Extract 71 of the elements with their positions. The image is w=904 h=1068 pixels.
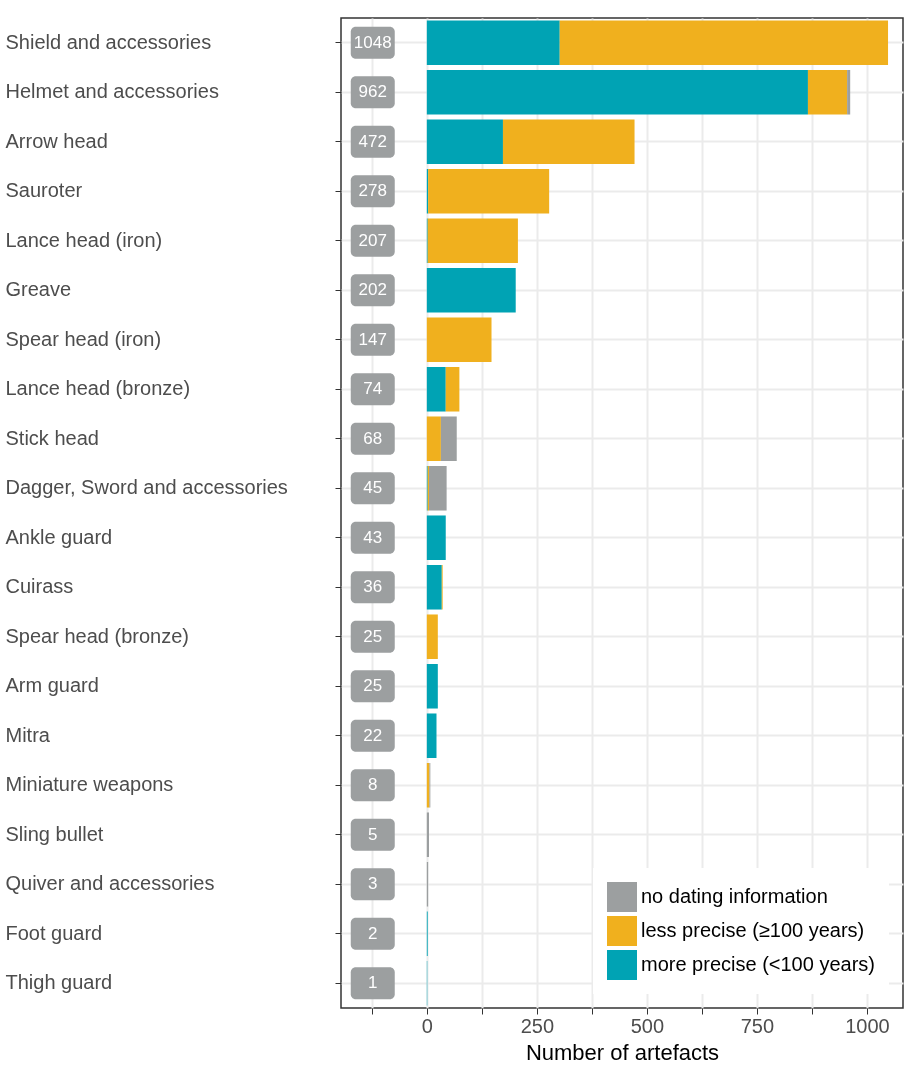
x-axis-title: Number of artefacts bbox=[525, 1039, 720, 1065]
x-tick-label: 250 bbox=[520, 1014, 555, 1037]
y-tick-label: Foot guard bbox=[5, 921, 103, 944]
x-tick-label: 750 bbox=[740, 1014, 775, 1037]
bar bbox=[807, 69, 848, 115]
total-label: 25 bbox=[363, 626, 383, 646]
total-label: 147 bbox=[358, 329, 387, 349]
bar bbox=[426, 366, 446, 412]
total-label: 25 bbox=[363, 676, 383, 696]
y-tick-label: Spear head (iron) bbox=[5, 327, 162, 350]
bar bbox=[426, 69, 808, 115]
bar bbox=[428, 168, 550, 214]
total-label: 472 bbox=[358, 131, 387, 151]
total-label: 1 bbox=[368, 973, 378, 993]
total-label: 278 bbox=[358, 181, 387, 201]
y-tick-label: Sling bullet bbox=[5, 822, 104, 845]
total-label: 1048 bbox=[353, 32, 392, 52]
y-tick-label: Miniature weapons bbox=[5, 773, 174, 796]
y-tick-label: Lance head (iron) bbox=[5, 228, 163, 251]
bar bbox=[426, 119, 503, 165]
x-tick-label: 1000 bbox=[845, 1014, 890, 1037]
bar bbox=[429, 465, 447, 511]
legend-label: less precise (≥100 years) bbox=[641, 919, 865, 941]
total-label: 22 bbox=[363, 725, 383, 745]
bar bbox=[847, 69, 851, 115]
bar bbox=[426, 317, 492, 363]
y-tick-label: Quiver and accessories bbox=[5, 872, 215, 895]
bar bbox=[426, 663, 438, 709]
y-tick-label: Ankle guard bbox=[5, 525, 113, 548]
bar bbox=[426, 713, 437, 759]
bar bbox=[426, 20, 560, 66]
total-label: 43 bbox=[363, 527, 383, 547]
y-tick-label: Arm guard bbox=[5, 674, 99, 697]
bar bbox=[559, 20, 889, 66]
bar bbox=[440, 416, 457, 462]
y-tick-label: Shield and accessories bbox=[5, 30, 212, 53]
x-tick-label: 0 bbox=[421, 1014, 433, 1037]
bar bbox=[426, 416, 441, 462]
bar bbox=[426, 564, 442, 610]
y-tick-label: Greave bbox=[5, 278, 72, 301]
total-label: 8 bbox=[368, 775, 378, 795]
y-tick-label: Thigh guard bbox=[5, 971, 113, 994]
total-label: 5 bbox=[368, 824, 378, 844]
total-label: 45 bbox=[363, 478, 383, 498]
legend-label: more precise (<100 years) bbox=[641, 953, 875, 975]
bar bbox=[426, 812, 430, 858]
y-tick-label: Arrow head bbox=[5, 129, 108, 152]
y-tick-label: Helmet and accessories bbox=[5, 80, 219, 103]
bar bbox=[426, 267, 516, 313]
bar bbox=[427, 218, 518, 264]
total-label: 36 bbox=[363, 577, 383, 597]
y-tick-label: Dagger, Sword and accessories bbox=[5, 476, 288, 499]
total-label: 3 bbox=[368, 874, 378, 894]
total-label: 68 bbox=[363, 428, 383, 448]
bar bbox=[502, 119, 635, 165]
total-label: 74 bbox=[363, 379, 383, 399]
bar bbox=[445, 366, 460, 412]
total-label: 962 bbox=[358, 82, 387, 102]
bar bbox=[426, 614, 438, 660]
x-tick-label: 500 bbox=[630, 1014, 665, 1037]
y-tick-label: Spear head (bronze) bbox=[5, 624, 189, 647]
bar bbox=[426, 515, 446, 561]
total-label: 2 bbox=[368, 923, 378, 943]
y-tick-label: Mitra bbox=[5, 723, 51, 746]
legend-label: no dating information bbox=[641, 885, 828, 907]
y-tick-label: Lance head (bronze) bbox=[5, 377, 191, 400]
total-label: 202 bbox=[358, 280, 387, 300]
y-tick-label: Cuirass bbox=[5, 575, 74, 598]
y-tick-label: Sauroter bbox=[5, 179, 83, 202]
total-label: 207 bbox=[358, 230, 387, 250]
y-tick-label: Stick head bbox=[5, 426, 99, 449]
